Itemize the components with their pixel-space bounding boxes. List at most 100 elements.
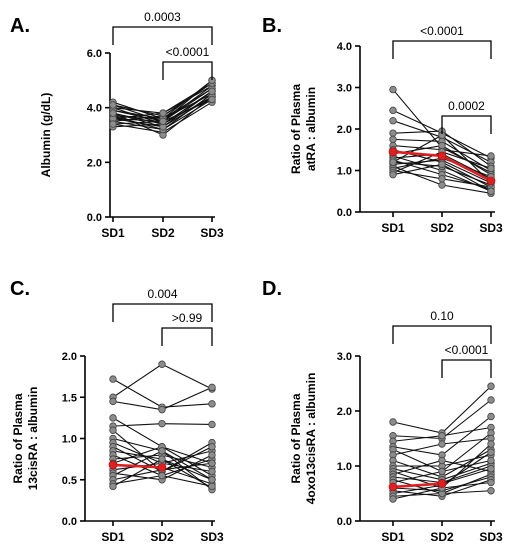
- panel-c-p-value: 0.004: [147, 287, 177, 301]
- panel-a-data-point: [109, 109, 117, 117]
- panel-c-y-tick-label: 2.0: [62, 351, 77, 363]
- panel-b-data-point: [438, 141, 446, 150]
- panel-d-median-line: [392, 482, 443, 489]
- panel-d-data-point: [487, 448, 495, 456]
- panel-b-data-point: [438, 175, 446, 183]
- panel-c-data-point: [208, 443, 216, 451]
- panel-d-y-tick-label: 3.0: [337, 351, 352, 363]
- panel-b-data-point: [487, 164, 495, 173]
- panel-c-data-point: [158, 447, 166, 455]
- panel-c-data-point: [208, 420, 216, 429]
- panel-d-data-point: [438, 440, 446, 448]
- panel-c-bracket: [112, 303, 213, 322]
- panel-a-x-tick-label: SD2: [151, 226, 175, 240]
- panel-b-x-tick-label: SD1: [381, 221, 405, 235]
- panel-a-p-value: 0.0003: [144, 10, 181, 24]
- panel-a-x-tick-label: SD3: [200, 226, 224, 240]
- panel-b-data-point: [438, 181, 446, 189]
- panel-d-subject-line: [392, 385, 492, 434]
- panel-c-median-point: [157, 463, 167, 472]
- panel-a-bracket: [162, 61, 213, 80]
- panel-b-y-tick-label: 0.0: [337, 207, 352, 219]
- panel-c-data-point: [109, 397, 117, 406]
- panel-b-data-point: [487, 187, 495, 195]
- panel-a-data-point: [109, 120, 117, 128]
- panel-c-data-point: [109, 482, 117, 491]
- panel-a-data-point: [109, 101, 117, 109]
- panel-b-median-point: [388, 147, 398, 157]
- panel-c-data-point: [109, 414, 117, 422]
- panel-c-label: C.: [10, 278, 30, 300]
- panel-a-y-axis-label: Albumin (g/dL): [39, 93, 53, 178]
- panel-d-median-point: [437, 479, 447, 488]
- panel-d-bracket: [392, 325, 492, 344]
- panel-a-p-value: <0.0001: [166, 45, 210, 59]
- panel-b-data-point: [389, 129, 397, 137]
- panel-b-y-axis-label: Ratio of Plasma: [289, 84, 303, 174]
- panel-c-data-point: [158, 455, 166, 463]
- panel-a-y-tick-label: 4.0: [87, 103, 102, 115]
- panel-c-median-point: [108, 460, 118, 470]
- panel-b-median-line: [441, 154, 492, 183]
- panel-c-data-point: [208, 459, 216, 467]
- panel-d-data-point: [487, 465, 495, 473]
- panel-b-p-value: 0.0002: [448, 99, 485, 113]
- panel-b-median-line: [392, 150, 443, 158]
- panel-d-data-point: [487, 412, 495, 421]
- panel-d-data-point: [438, 467, 446, 476]
- panel-d-data-point: [487, 382, 495, 390]
- panel-c-data-point: [208, 482, 216, 491]
- panel-c-data-point: [158, 360, 166, 368]
- panel-d-y-tick-label: 2.0: [337, 406, 352, 418]
- panel-b-data-point: [389, 170, 397, 179]
- panel-d-median-point: [388, 482, 398, 492]
- panel-c-bracket: [161, 327, 213, 346]
- panel-b-y-tick-label: 3.0: [337, 83, 352, 95]
- panel-d-data-point: [487, 487, 495, 495]
- panel-c-data-point: [109, 375, 117, 383]
- panel-c-y-axis-label: 13cisRA : albumin: [26, 387, 40, 491]
- panel-b-x-tick-label: SD2: [430, 221, 454, 235]
- panel-d-data-point: [487, 396, 495, 404]
- panel-c-y-tick-label: 1.0: [62, 434, 77, 446]
- panel-d-y-tick-label: 1.0: [337, 461, 352, 473]
- panel-d-data-point: [487, 456, 495, 465]
- panel-b-p-value: <0.0001: [420, 24, 464, 38]
- panel-b-y-axis-label: atRA : albumin: [304, 87, 318, 171]
- panel-b-median-point: [437, 151, 447, 161]
- panel-c-median-line: [112, 463, 163, 469]
- panel-a-y-tick-label: 6.0: [87, 48, 102, 60]
- panel-c-y-tick-label: 0.5: [62, 475, 77, 487]
- panel-c-subject-line: [112, 363, 213, 398]
- panel-b-label: B.: [262, 15, 282, 37]
- panel-c-data-point: [208, 383, 216, 392]
- panel-c-p-value: >0.99: [172, 311, 203, 325]
- panel-b-data-point: [487, 152, 495, 160]
- panel-c-data-point: [208, 400, 216, 408]
- panel-c-data-point: [158, 405, 166, 414]
- panel-d-y-axis-label: 4oxo13cisRA : albumin: [304, 373, 318, 505]
- panel-d-data-point: [487, 478, 495, 487]
- panel-d-y-tick-label: 0.0: [337, 516, 352, 528]
- panel-a-data-point: [159, 117, 167, 126]
- panel-b-data-point: [389, 106, 397, 115]
- panel-d-x-tick-label: SD1: [381, 530, 405, 544]
- panel-c-x-tick-label: SD2: [150, 530, 174, 544]
- panel-c-y-tick-label: 0.0: [62, 516, 77, 528]
- panel-b-median-point: [486, 176, 496, 186]
- panel-b-data-point: [389, 116, 397, 125]
- panel-c-x-tick-label: SD3: [200, 530, 224, 544]
- panel-a-y-tick-label: 0.0: [87, 212, 102, 224]
- panel-c-y-axis-label: Ratio of Plasma: [11, 393, 25, 483]
- panel-a-data-point: [208, 95, 216, 104]
- panel-a-data-point: [159, 109, 167, 117]
- panel-b-y-tick-label: 1.0: [337, 166, 352, 178]
- panel-d-p-value: <0.0001: [445, 343, 489, 357]
- panel-c-data-point: [109, 426, 117, 434]
- panel-d-p-value: 0.10: [430, 309, 454, 323]
- panel-b-y-tick-label: 4.0: [337, 41, 352, 53]
- panel-a-x-tick-label: SD1: [101, 226, 125, 240]
- panel-c-y-tick-label: 1.5: [62, 392, 77, 404]
- panel-a-bracket: [112, 26, 213, 45]
